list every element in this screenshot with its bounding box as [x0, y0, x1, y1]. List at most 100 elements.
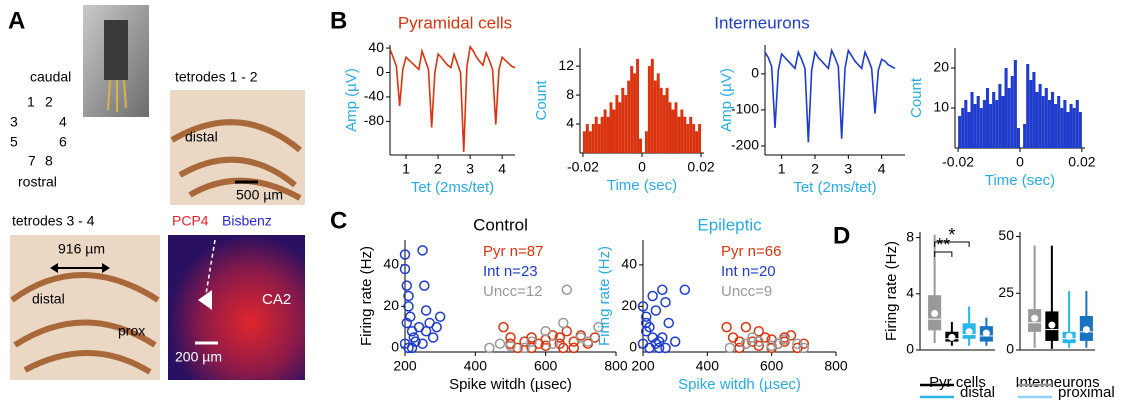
histogram-bar — [686, 124, 690, 153]
scatter-point — [434, 311, 446, 322]
histogram-bar — [1063, 100, 1067, 148]
histogram-bar — [1016, 128, 1020, 148]
scatter-point — [399, 263, 411, 275]
histogram-bar — [656, 73, 660, 153]
x-tick-label: 800 — [604, 358, 628, 374]
image-label: 200 µm — [175, 349, 222, 365]
histogram-bar — [1050, 92, 1055, 148]
histogram-bar — [665, 87, 669, 153]
scatter-point — [798, 338, 810, 349]
x-axis-label: Spike witdh (µsec) — [449, 376, 572, 393]
x-tick-label: 800 — [824, 358, 848, 374]
x-axis-label: Interneurons — [1015, 374, 1099, 391]
histogram-bar — [621, 87, 625, 153]
legend-label: Uncc=12 — [483, 283, 543, 300]
scatter-point — [420, 305, 432, 316]
scatter-point — [419, 280, 430, 291]
y-tick-label: 40 — [368, 39, 384, 55]
scatter-point — [554, 338, 565, 349]
y-tick-label: 20 — [933, 59, 949, 75]
mean — [1082, 326, 1090, 334]
histogram-bar — [961, 108, 965, 148]
scatter-point — [498, 321, 509, 333]
histogram-bar — [998, 84, 1002, 148]
image-label: 916 µm — [58, 241, 105, 257]
histogram-bar — [1004, 68, 1008, 148]
histogram-bar — [612, 109, 616, 153]
histogram-bar — [591, 124, 595, 153]
scatter-point — [647, 290, 658, 302]
scatter-point — [747, 332, 758, 343]
x-tick-label: 600 — [760, 358, 784, 374]
y-tick-label: 8 — [906, 228, 914, 244]
y-axis-label: Firing rate (Hz) — [596, 246, 613, 346]
scatter-point — [401, 280, 413, 291]
histogram-bar — [1072, 108, 1076, 148]
scatter-point — [724, 342, 736, 354]
scatter-point — [420, 326, 432, 337]
x-tick-label: -0.02 — [942, 154, 974, 170]
scatter-point — [505, 340, 516, 352]
y-tick-label: 0 — [391, 339, 399, 355]
scatter-point — [431, 321, 442, 333]
image-label: 500 µm — [236, 187, 283, 203]
y-tick-label: 0 — [751, 65, 759, 81]
y-tick-label: 10 — [933, 99, 949, 115]
y-tick-label: 40 — [621, 256, 637, 272]
y-axis-label: Firing rate (Hz) — [358, 246, 375, 346]
y-tick-label: 0 — [376, 63, 384, 79]
scatter-point — [526, 332, 537, 343]
mean — [931, 309, 939, 317]
scatter-point — [568, 342, 580, 354]
y-tick-label: 25 — [998, 284, 1014, 300]
wire — [123, 79, 127, 109]
scatter-point — [740, 338, 752, 349]
histogram-bar — [588, 131, 592, 153]
histogram-bar — [970, 92, 974, 148]
x-tick-label: 600 — [534, 358, 558, 374]
scatter-point — [663, 317, 674, 329]
x-tick-label: 0.02 — [1068, 154, 1095, 170]
histogram-bar — [639, 138, 642, 153]
significance-label: ** — [936, 235, 950, 255]
legend-label: Pyr n=66 — [721, 243, 781, 260]
x-tick-label: 200 — [393, 358, 417, 374]
mean — [982, 329, 990, 337]
x-tick-label: 2 — [811, 161, 819, 177]
tetrode-map-label: caudal — [30, 69, 71, 85]
x-tick-label: 200 — [631, 358, 655, 374]
y-tick-label: 40 — [383, 256, 399, 272]
histology-2 — [10, 235, 160, 380]
histogram-bar — [985, 88, 990, 148]
panel-a-images — [10, 5, 305, 380]
dashed-line — [204, 239, 216, 301]
histogram-bar — [636, 58, 640, 153]
arrowhead — [102, 263, 110, 273]
scatter-point — [660, 342, 671, 354]
y-axis-label: Count — [533, 80, 550, 121]
histogram-bar — [680, 109, 684, 153]
y-tick-label: 4 — [566, 115, 574, 131]
image-title: PCP4 — [172, 213, 209, 229]
scatter-point — [582, 336, 594, 347]
panel-letter: D — [833, 222, 850, 249]
histogram-bar — [600, 116, 604, 153]
x-axis-label: Time (sec) — [607, 177, 677, 194]
waveform — [389, 44, 516, 152]
chart-title: Control — [473, 215, 528, 234]
histogram-bar — [671, 109, 675, 153]
scatter-point — [558, 317, 569, 329]
scatter-point — [403, 342, 414, 354]
y-axis-label: Amp (µV) — [343, 68, 360, 132]
scatter-point — [637, 338, 649, 349]
y-tick-label: 20 — [383, 297, 399, 313]
scatter-point — [540, 340, 551, 352]
histogram-bar — [618, 102, 622, 153]
scatter-point — [547, 338, 558, 349]
histogram-bar — [609, 102, 613, 153]
scatter-point — [753, 326, 765, 337]
histogram-bar — [624, 95, 628, 153]
scatter-point — [753, 340, 765, 352]
scatter-point — [798, 342, 810, 354]
